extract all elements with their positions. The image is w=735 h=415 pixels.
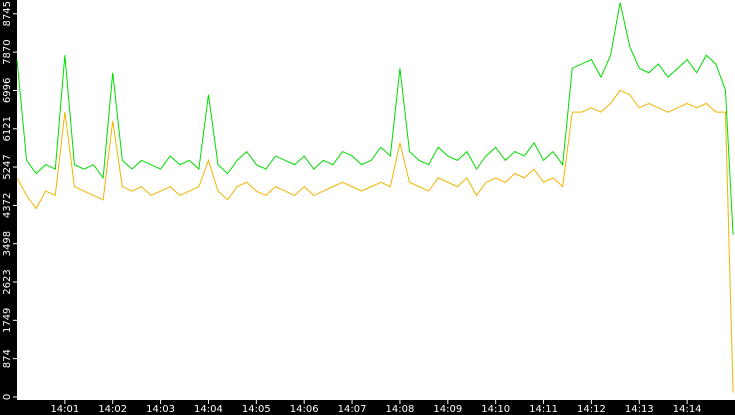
y-tick-label: 3498	[2, 231, 13, 256]
y-tick-label: 6121	[2, 116, 13, 141]
plot-area	[17, 0, 735, 400]
x-tick-label: 14:11	[529, 404, 558, 415]
y-tick-label: 5247	[2, 154, 13, 179]
x-tick-label: 14:01	[50, 404, 79, 415]
x-tick-label: 14:14	[673, 404, 702, 415]
y-tick-label: 1749	[2, 308, 13, 333]
y-tick-label: 7870	[2, 39, 13, 64]
y-tick-label: 6996	[2, 78, 13, 103]
x-tick-label: 14:13	[625, 404, 654, 415]
x-tick-label: 14:03	[146, 404, 175, 415]
x-tick-label: 14:02	[98, 404, 127, 415]
x-tick-label: 14:07	[338, 404, 367, 415]
y-tick-label: 8745	[2, 1, 13, 26]
x-tick-label: 14:12	[577, 404, 606, 415]
x-tick-label: 14:10	[481, 404, 510, 415]
y-tick-label: 4372	[2, 193, 13, 218]
y-tick-label: 874	[2, 349, 13, 368]
x-tick-label: 14:09	[433, 404, 462, 415]
x-tick-label: 14:04	[194, 404, 223, 415]
series-line	[16, 2, 734, 235]
y-tick-label: 2623	[2, 269, 13, 294]
x-tick-label: 14:08	[386, 404, 415, 415]
x-tick-label: 14:06	[290, 404, 319, 415]
x-tick-label: 14:05	[242, 404, 271, 415]
series-line	[16, 89, 734, 393]
y-tick-label: 0	[2, 394, 13, 400]
